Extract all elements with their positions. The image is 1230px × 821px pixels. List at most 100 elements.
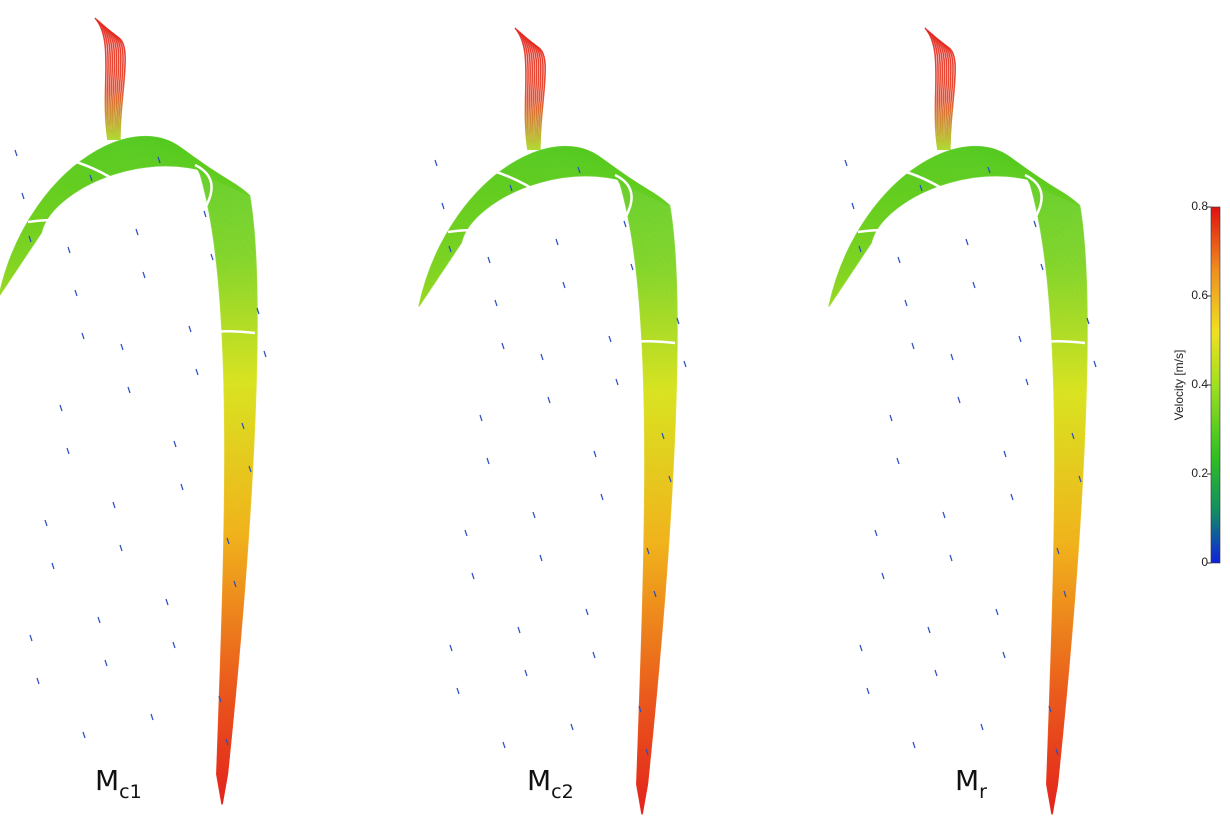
streamline [858, 167, 1076, 803]
streamline [850, 161, 1070, 814]
streamline [28, 157, 246, 793]
streamline [854, 164, 1073, 809]
streamline [839, 153, 1062, 799]
speck [1041, 264, 1043, 270]
speck [189, 326, 191, 332]
speck [563, 282, 565, 288]
streamline [842, 155, 1064, 803]
streamline [9, 143, 232, 789]
speck [950, 555, 952, 561]
streamline [11, 145, 233, 792]
panel-label: Mc1 [95, 764, 142, 803]
label-sub: c2 [551, 781, 574, 803]
streamline [859, 168, 1077, 802]
streamline [28, 156, 246, 794]
speck [1011, 494, 1013, 500]
streamline [14, 147, 235, 797]
streamline [444, 164, 663, 809]
streamline [15, 148, 236, 798]
streamline [837, 152, 1060, 796]
speck [442, 203, 444, 209]
speck [136, 229, 138, 235]
speck [128, 387, 130, 393]
speck [624, 221, 626, 227]
streamline [7, 142, 230, 786]
streamline [19, 150, 239, 803]
streamline [22, 153, 241, 802]
streamline [446, 165, 665, 806]
speck [548, 397, 550, 403]
speck [37, 678, 39, 684]
speck [1026, 379, 1028, 385]
streamline [23, 153, 242, 800]
streamline [432, 156, 654, 804]
streamline [840, 154, 1063, 800]
speck [912, 343, 914, 349]
speck [684, 361, 686, 367]
speck [465, 530, 467, 536]
streamline [431, 155, 653, 802]
streamline [852, 163, 1071, 812]
streamline [10, 144, 233, 790]
label-sub: r [979, 781, 987, 803]
aorta-panel: Mr [829, 28, 1096, 814]
colorbar-tick-label: 0.8 [1191, 199, 1208, 213]
streamline [855, 165, 1074, 808]
colorbar-label: Velocity [m/s] [1172, 350, 1186, 421]
speck [151, 714, 153, 720]
speck [105, 660, 107, 666]
speck [264, 351, 266, 357]
streamline [857, 166, 1075, 806]
speck [174, 441, 176, 447]
speck [503, 742, 505, 748]
streamline [448, 167, 666, 803]
speck [943, 512, 945, 518]
streamline [844, 157, 1065, 807]
speck [495, 300, 497, 306]
speck [905, 300, 907, 306]
speck [951, 354, 953, 360]
speck [204, 211, 206, 217]
streamline [429, 153, 652, 799]
speck [601, 494, 603, 500]
streamline [851, 162, 1071, 813]
speck [120, 545, 122, 551]
panel-label: Mr [955, 764, 987, 803]
speck [82, 333, 84, 339]
speck [1004, 451, 1006, 457]
speck [973, 282, 975, 288]
speck [981, 724, 983, 730]
streamline [441, 162, 661, 813]
speck [935, 670, 937, 676]
speck [875, 530, 877, 536]
streamline [858, 166, 1076, 804]
speck [898, 257, 900, 263]
streamline [836, 152, 1060, 796]
streamline [13, 147, 235, 796]
streamline [850, 161, 1070, 814]
streamline [12, 146, 234, 794]
speck [435, 160, 437, 166]
streamline [847, 159, 1068, 811]
speck [15, 150, 17, 156]
speck [1003, 652, 1005, 658]
streamline [430, 154, 653, 800]
colorbar-tick-label: 0 [1201, 555, 1208, 569]
streamline [436, 158, 657, 809]
speck [913, 742, 915, 748]
speck [487, 458, 489, 464]
speck [60, 405, 62, 411]
streamline [449, 168, 667, 802]
colorbar-tick-label: 0.4 [1191, 377, 1208, 391]
speck [211, 254, 213, 260]
speck [631, 264, 633, 270]
streamline [438, 160, 659, 812]
streamline [434, 157, 655, 807]
streamline [447, 166, 665, 806]
streamline [20, 151, 240, 804]
streamline [445, 165, 664, 808]
streamline [21, 152, 241, 803]
speck [75, 290, 77, 296]
streamline [24, 154, 243, 799]
speck [541, 354, 543, 360]
